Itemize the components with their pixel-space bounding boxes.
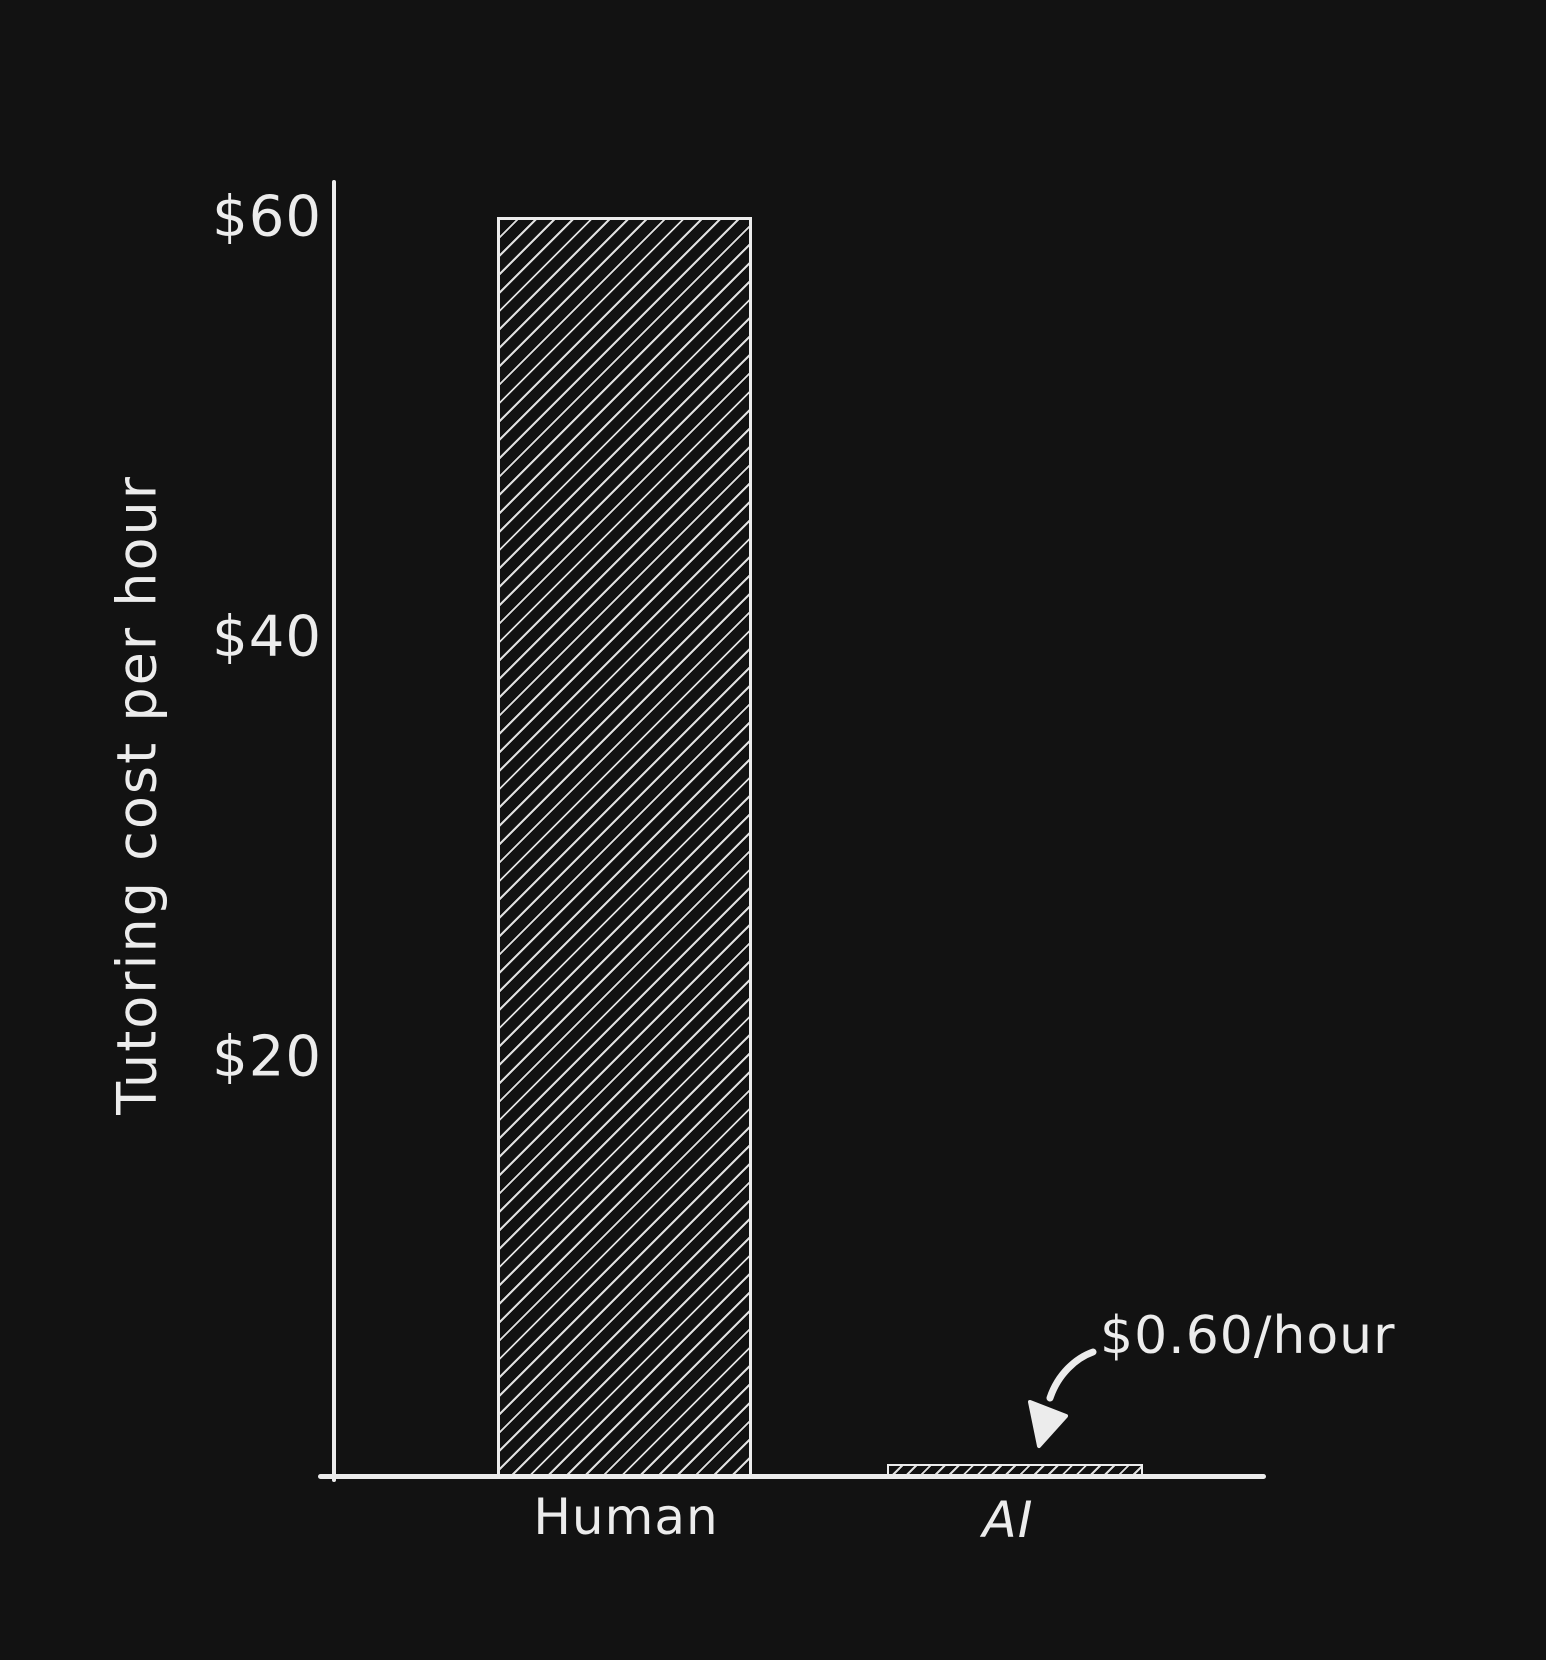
x-axis-line [318, 1474, 1266, 1479]
x-tick-label-human: Human [533, 1488, 719, 1546]
y-tick-label-60: $60 [212, 184, 322, 250]
y-tick-label-20: $20 [212, 1024, 322, 1090]
y-axis-title: Tutoring cost per hour [105, 475, 169, 1115]
y-tick-label-40: $40 [212, 604, 322, 670]
annotation-arrow-icon [1028, 1348, 1097, 1448]
bar-human [497, 217, 752, 1477]
annotation-label: $0.60/hour [1100, 1306, 1396, 1366]
x-tick-label-ai: AI [982, 1491, 1034, 1549]
y-axis-line [332, 180, 336, 1482]
